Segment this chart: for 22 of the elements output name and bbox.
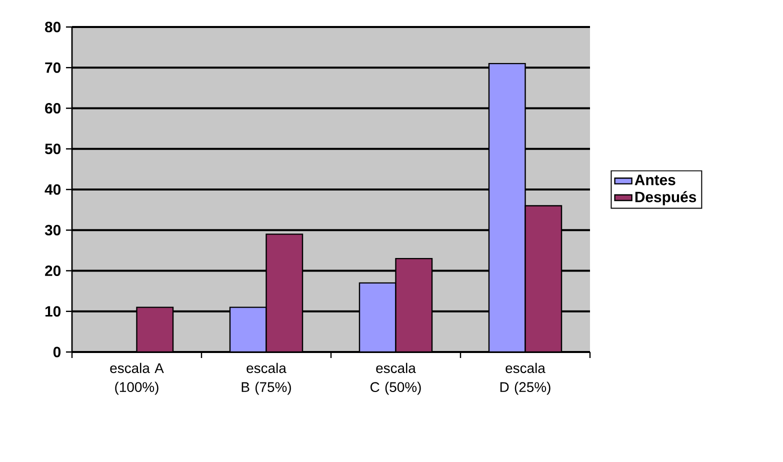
bar	[358, 282, 396, 352]
legend-label: Después	[635, 191, 696, 206]
y-tick-label: 60	[45, 102, 61, 114]
y-tick-label: 30	[44, 224, 61, 236]
bar	[395, 258, 433, 352]
bar	[266, 234, 304, 352]
x-tick-label: escala D (25%)	[500, 362, 550, 395]
bar	[229, 306, 267, 352]
y-tick-label: 10	[45, 306, 61, 317]
y-tick-label: 70	[45, 62, 61, 73]
y-tick-label: 80	[44, 22, 61, 32]
bar	[524, 205, 562, 352]
y-tick-label: 20	[45, 265, 61, 276]
bar	[488, 62, 526, 352]
y-tick-label: 50	[44, 144, 61, 154]
y-tick-label: 0	[53, 346, 61, 358]
bar	[136, 306, 174, 352]
y-tick-label: 40	[44, 184, 61, 195]
x-tick-label: escala B (75%)	[242, 362, 291, 395]
legend-label: Antes	[634, 174, 676, 186]
x-tick-label: escala C (50%)	[370, 362, 421, 395]
x-tick-label: escala A (100%)	[110, 362, 164, 395]
